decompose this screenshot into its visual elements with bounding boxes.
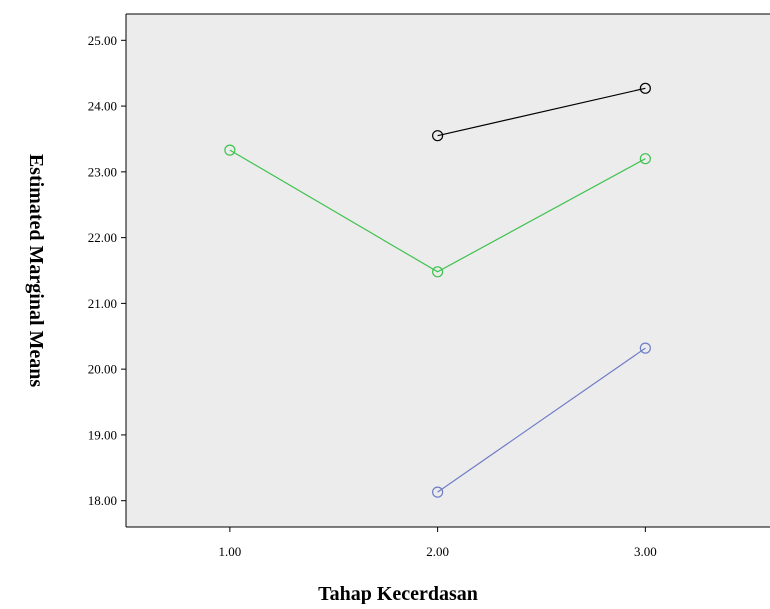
plot-background xyxy=(126,14,770,527)
y-axis-title: Estimated Marginal Means xyxy=(25,154,47,388)
y-tick-label: 19.00 xyxy=(88,427,117,442)
data-point-marker xyxy=(432,266,444,278)
y-tick-label: 23.00 xyxy=(88,164,117,179)
y-tick-label: 22.00 xyxy=(88,230,117,245)
x-tick-label: 1.00 xyxy=(218,544,241,559)
data-point-marker xyxy=(639,153,651,165)
series-line-3 xyxy=(437,347,646,493)
data-point-marker xyxy=(224,144,236,156)
y-tick-label: 18.00 xyxy=(88,493,117,508)
series-layer xyxy=(224,82,651,498)
series-line-1 xyxy=(437,87,646,137)
y-tick-label: 24.00 xyxy=(88,99,117,114)
axes: 18.00 19.00 20.00 21.00 22.00 23.00 24.00 25.00… xyxy=(88,13,770,559)
data-point-marker xyxy=(639,82,651,94)
data-point-marker xyxy=(432,130,444,142)
x-tick-label: 2.00 xyxy=(426,544,449,559)
plot-area xyxy=(126,14,770,527)
y-tick-label: 21.00 xyxy=(88,296,117,311)
y-tick-label: 20.00 xyxy=(88,362,117,377)
data-point-marker xyxy=(639,342,651,354)
data-point-marker xyxy=(432,486,444,498)
x-axis-title: Tahap Kecerdasan xyxy=(318,583,478,604)
series-line-2 xyxy=(229,149,646,273)
x-tick-label: 3.00 xyxy=(634,544,657,559)
y-tick-label: 25.00 xyxy=(88,33,117,48)
